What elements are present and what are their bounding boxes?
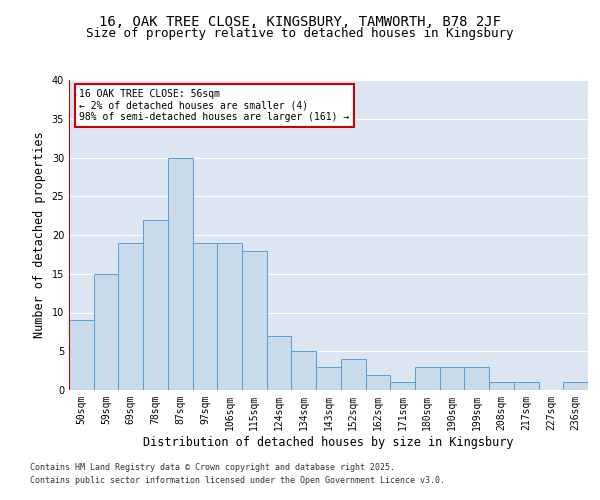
Bar	[415, 367, 440, 390]
X-axis label: Distribution of detached houses by size in Kingsbury: Distribution of detached houses by size …	[143, 436, 514, 448]
Bar	[365, 374, 390, 390]
Bar	[489, 382, 514, 390]
Bar	[217, 243, 242, 390]
Bar	[440, 367, 464, 390]
Text: 16, OAK TREE CLOSE, KINGSBURY, TAMWORTH, B78 2JF: 16, OAK TREE CLOSE, KINGSBURY, TAMWORTH,…	[99, 15, 501, 29]
Bar	[168, 158, 193, 390]
Bar	[341, 359, 365, 390]
Bar	[390, 382, 415, 390]
Bar	[514, 382, 539, 390]
Bar	[292, 351, 316, 390]
Bar	[267, 336, 292, 390]
Bar	[464, 367, 489, 390]
Bar	[118, 243, 143, 390]
Bar	[242, 250, 267, 390]
Bar	[563, 382, 588, 390]
Bar	[316, 367, 341, 390]
Bar	[193, 243, 217, 390]
Bar	[143, 220, 168, 390]
Bar	[94, 274, 118, 390]
Text: Contains HM Land Registry data © Crown copyright and database right 2025.: Contains HM Land Registry data © Crown c…	[30, 462, 395, 471]
Text: 16 OAK TREE CLOSE: 56sqm
← 2% of detached houses are smaller (4)
98% of semi-det: 16 OAK TREE CLOSE: 56sqm ← 2% of detache…	[79, 90, 350, 122]
Text: Size of property relative to detached houses in Kingsbury: Size of property relative to detached ho…	[86, 28, 514, 40]
Bar	[69, 320, 94, 390]
Y-axis label: Number of detached properties: Number of detached properties	[33, 132, 46, 338]
Text: Contains public sector information licensed under the Open Government Licence v3: Contains public sector information licen…	[30, 476, 445, 485]
